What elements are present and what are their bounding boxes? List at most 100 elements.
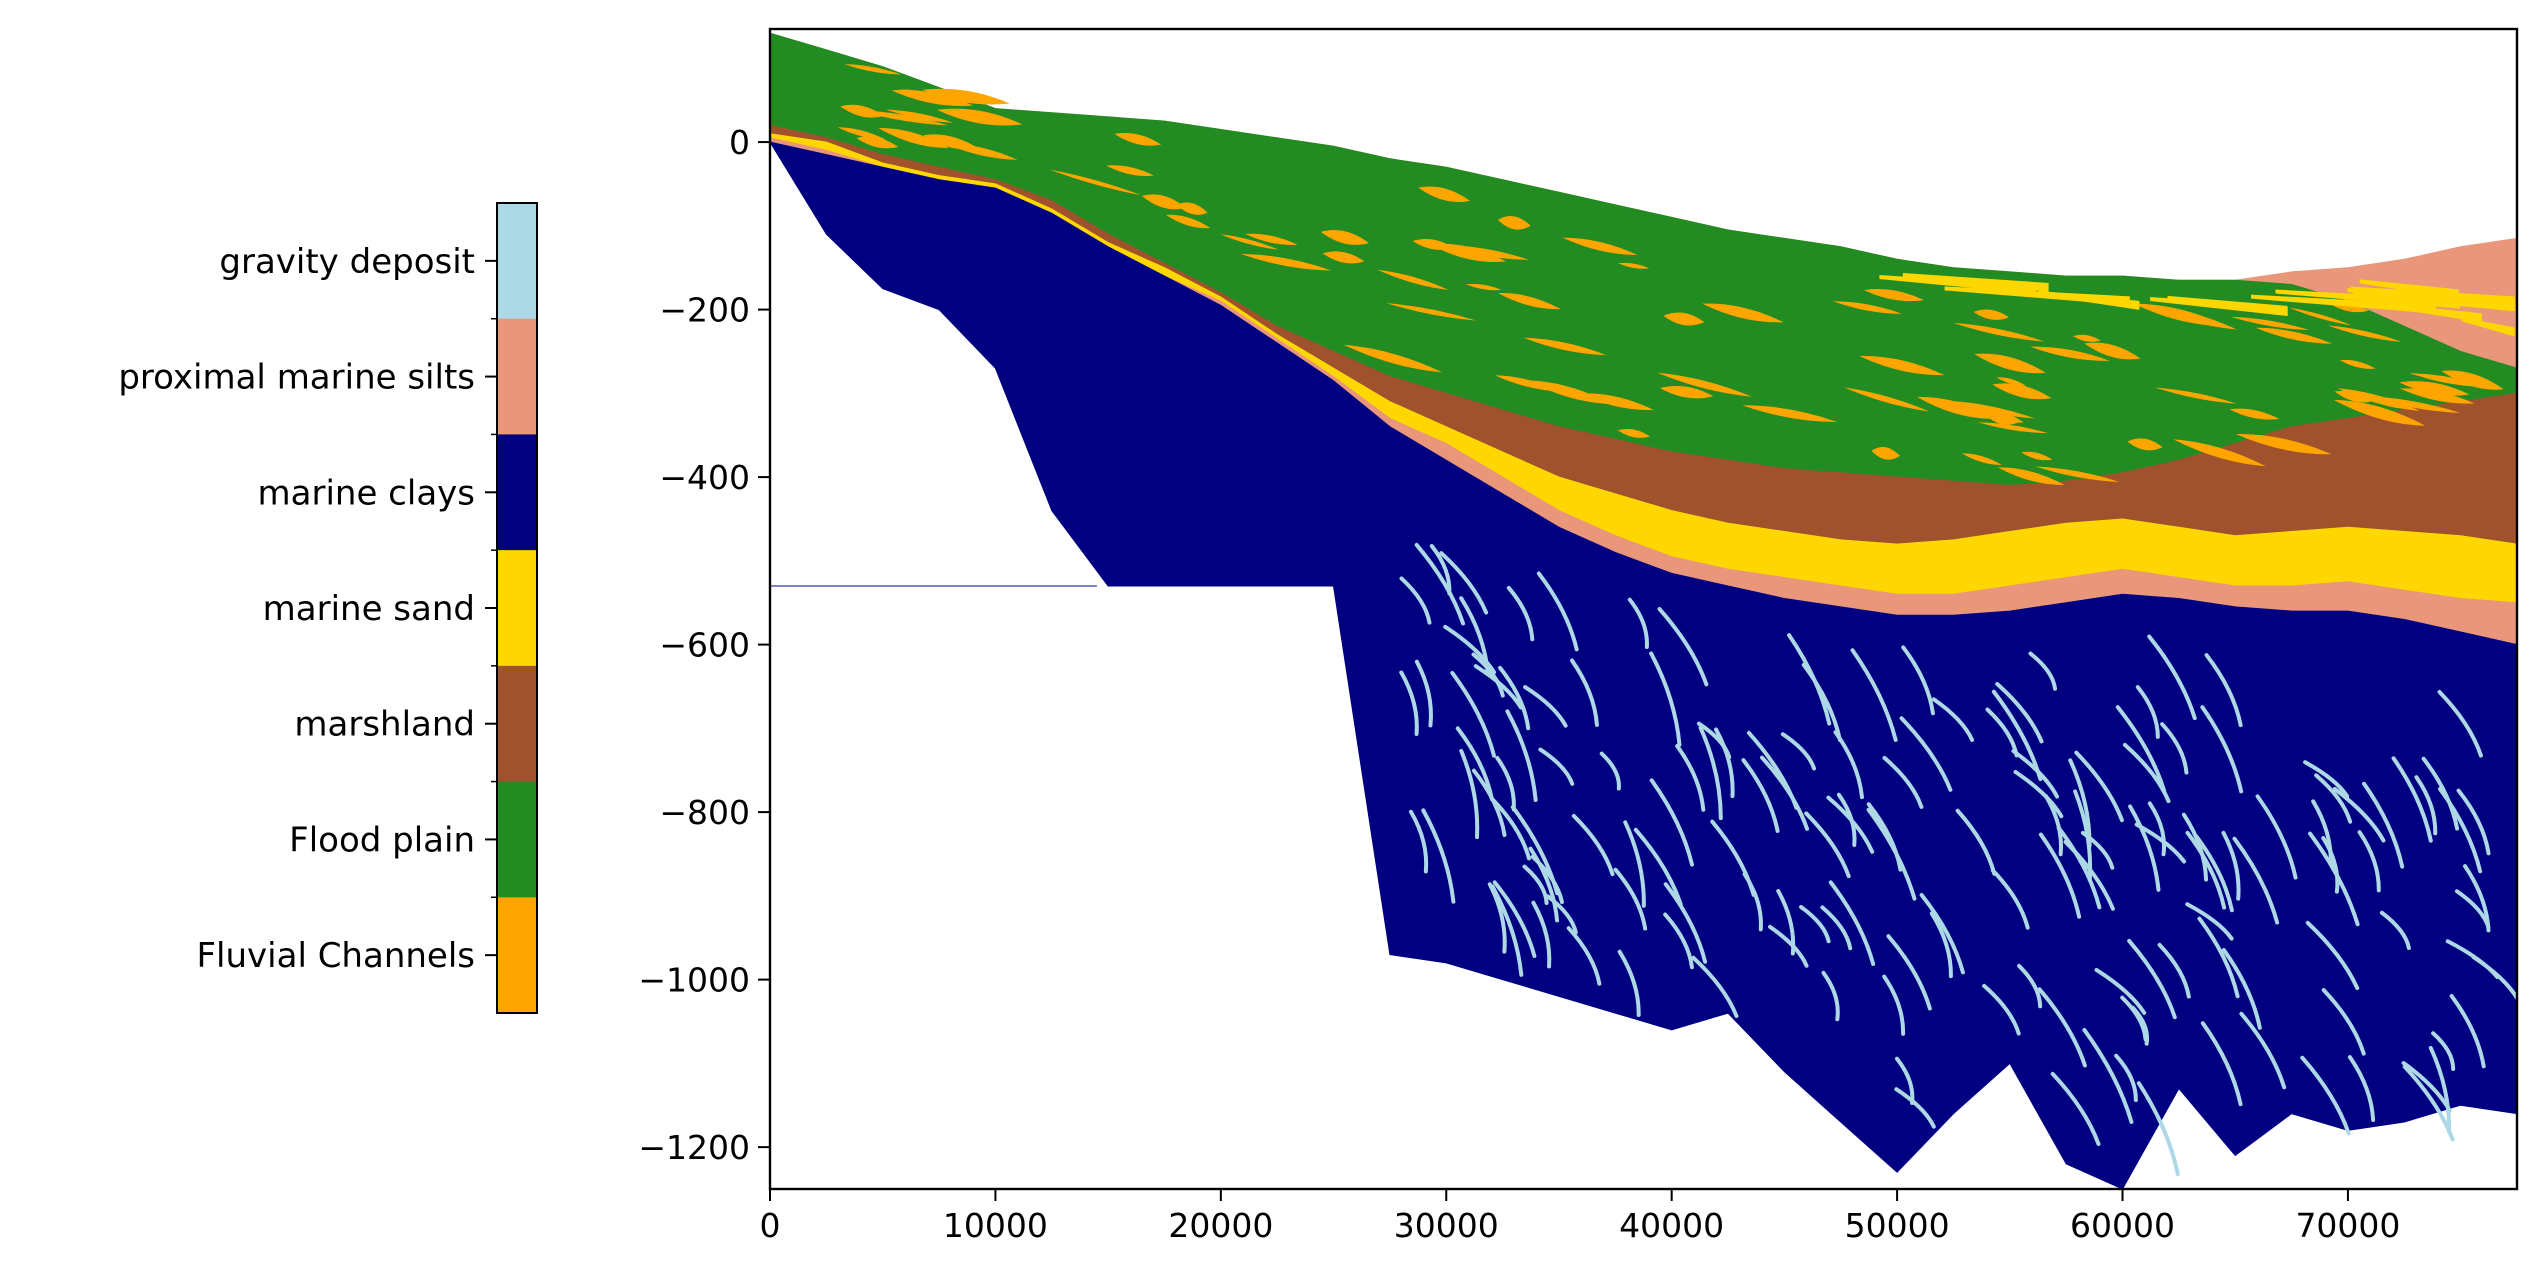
gravity-deposit-streak	[1439, 551, 1489, 615]
y-tick-label: −200	[659, 291, 750, 330]
x-tick-label: 20000	[1168, 1206, 1273, 1245]
gravity-deposit-streak	[1506, 585, 1535, 642]
gravity-deposit-streak	[1691, 955, 1739, 1019]
marine-sand-streak	[1902, 272, 2049, 292]
x-tick-label: 40000	[1619, 1206, 1724, 1245]
marine-sand-streak	[1879, 275, 2037, 295]
gravity-deposit-streak	[2073, 789, 2093, 883]
x-tick-label: 70000	[2295, 1206, 2400, 1245]
gravity-deposit-streak	[1826, 795, 1875, 854]
fluvial-channel-lens	[2230, 316, 2310, 331]
fluvial-channel-lens	[943, 142, 1018, 160]
fluvial-channel-lens	[1977, 422, 2048, 434]
colorbar-frame	[496, 202, 538, 1014]
gravity-deposit-streak	[1414, 542, 1466, 626]
gravity-deposit-streak	[2130, 1005, 2150, 1046]
fluvial-channel-lens	[2155, 387, 2237, 404]
gravity-deposit-streak	[2204, 653, 2243, 728]
gravity-deposit-streak	[2050, 1071, 2101, 1146]
gravity-deposit-streak	[1649, 778, 1694, 867]
fluvial-channel-lens	[1863, 289, 1924, 302]
gravity-deposit-streak	[1491, 798, 1531, 861]
fluvial-channel-lens	[853, 109, 949, 126]
fluvial-channel-lens	[1106, 165, 1154, 176]
gravity-deposit-streak	[1538, 747, 1575, 786]
colorbar-swatch	[497, 897, 537, 1014]
gravity-deposit-streak	[1931, 697, 1975, 742]
gravity-deposit-streak	[1657, 607, 1709, 687]
fluvial-channel-lens	[1322, 251, 1365, 264]
gravity-deposit-streak	[1982, 983, 2021, 1036]
colorbar-swatch	[497, 781, 537, 898]
gravity-deposit-streak	[2321, 836, 2340, 894]
gravity-deposit-streak	[2200, 1021, 2243, 1107]
gravity-deposit-streak	[1882, 755, 1924, 809]
gravity-deposit-streak	[2200, 705, 2244, 794]
gravity-deposit-streak	[2321, 988, 2366, 1056]
marine-sand-streak	[2275, 289, 2460, 309]
gravity-deposit-streak	[1866, 807, 1917, 901]
gravity-deposit-streak	[1623, 820, 1646, 908]
fluvial-channel-lens	[1320, 229, 1370, 245]
gravity-deposit-streak	[2305, 920, 2360, 991]
gravity-deposit-streak	[2471, 955, 2517, 1002]
gravity-deposit-streak	[2391, 756, 2433, 843]
x-tick-label: 30000	[1394, 1206, 1499, 1245]
gravity-deposit-streak	[2308, 831, 2360, 927]
gravity-deposit-streak	[2194, 834, 2234, 913]
colorbar-label: marshland	[294, 705, 475, 745]
gravity-deposit-streak	[1523, 685, 1568, 728]
gravity-deposit-streak	[2332, 786, 2386, 843]
axes-frame	[768, 27, 2519, 1191]
gravity-deposit-streak	[1919, 892, 1965, 975]
fluvial-channel-lens	[2399, 388, 2475, 404]
fluvial-channel-lens	[1859, 355, 1945, 376]
fluvial-channel-lens	[2143, 304, 2237, 330]
gravity-deposit-streak	[1714, 727, 1735, 799]
gravity-deposit-streak	[2185, 902, 2234, 941]
y-tick-label: −1200	[638, 1128, 750, 1167]
fluvial-channel-lens	[1618, 262, 1650, 269]
gravity-deposit-streak	[2357, 830, 2381, 893]
gravity-deposit-streak	[2082, 1027, 2134, 1124]
colorbar-label: gravity deposit	[219, 242, 475, 282]
gravity-deposit-streak	[1471, 652, 1505, 698]
gravity-deposit-streak	[2232, 836, 2280, 925]
y-tick-label: −1000	[638, 961, 750, 1000]
gravity-deposit-streak	[2074, 750, 2124, 823]
gravity-deposit-streak	[1955, 808, 1997, 876]
gravity-deposit-streak	[1627, 597, 1649, 649]
gravity-deposit-streak	[1746, 730, 1799, 810]
gravity-deposit-streak	[2028, 651, 2058, 691]
gravity-deposit-streak	[1566, 926, 1602, 986]
colorbar-label: Fluvial Channels	[196, 936, 475, 976]
fluvial-channel-lens	[1176, 202, 1208, 215]
fluvial-channel-lens	[1953, 322, 2045, 342]
fluvial-channel-lens	[1843, 387, 1930, 412]
fluvial-channel-lens	[2173, 439, 2266, 467]
fluvial-channel-lens	[1962, 453, 2002, 465]
fluvial-channel-lens	[2035, 466, 2120, 482]
gravity-deposit-streak	[2127, 938, 2177, 1020]
gravity-deposit-streak	[1522, 864, 1549, 905]
gravity-deposit-streak	[1617, 949, 1641, 1018]
gravity-deposit-streak	[1894, 1087, 1936, 1129]
gravity-deposit-streak	[1929, 911, 1953, 979]
gravity-deposit-streak	[1995, 682, 2044, 744]
fluvial-channel-lens	[1871, 447, 1900, 460]
gravity-deposit-streak	[2456, 788, 2491, 856]
marine-sand-streak	[2038, 290, 2140, 310]
marine-sand-streak	[2386, 303, 2482, 323]
fluvial-channel-lens	[2072, 334, 2101, 342]
gravity-deposit-streak	[2115, 705, 2167, 793]
fluvial-channel-lens	[2229, 408, 2280, 420]
fluvial-channel-lens	[1245, 233, 1298, 245]
gravity-deposit-streak	[2017, 963, 2043, 1009]
fluvial-channel-lens	[878, 128, 949, 148]
fluvial-channel-lens	[2127, 438, 2163, 451]
gravity-deposit-streak	[2094, 967, 2147, 1015]
gravity-deposit-streak	[1741, 758, 1780, 833]
y-tick-label: −800	[659, 793, 750, 832]
gravity-deposit-streak	[2122, 742, 2171, 804]
fluvial-channel-lens	[1974, 353, 2046, 374]
